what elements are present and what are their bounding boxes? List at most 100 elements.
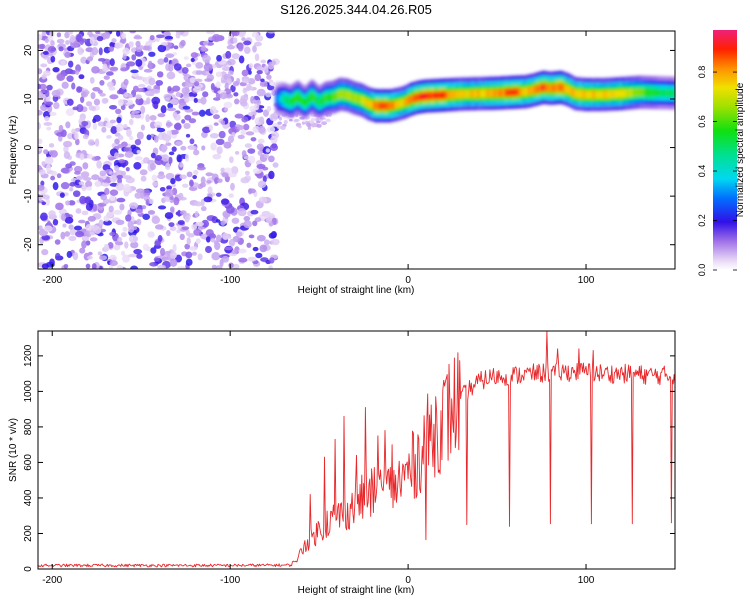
ridge-cell xyxy=(353,94,357,102)
noise-blob xyxy=(140,105,146,114)
noise-blob xyxy=(38,121,41,130)
noise-blob xyxy=(41,201,47,206)
ridge-cell xyxy=(346,91,350,99)
noise-blob xyxy=(241,69,249,77)
noise-blob xyxy=(165,162,171,171)
ridge-cell xyxy=(511,88,515,97)
noise-blob xyxy=(243,220,252,229)
noise-blob xyxy=(65,121,71,129)
noise-blob xyxy=(114,152,119,159)
ridge-cell xyxy=(284,95,287,104)
noise-blob xyxy=(87,31,93,36)
noise-blob xyxy=(80,171,90,178)
noise-blob xyxy=(117,177,123,185)
ridge-cell xyxy=(474,89,478,98)
noise-blob xyxy=(256,70,263,75)
noise-blob xyxy=(237,43,244,52)
noise-blob xyxy=(38,194,43,201)
ridge-cell xyxy=(412,94,415,103)
noise-blob xyxy=(82,176,92,181)
y-tick-label: -20 xyxy=(23,237,34,252)
noise-blob xyxy=(183,122,191,129)
noise-blob xyxy=(97,89,103,94)
noise-blob xyxy=(265,148,271,153)
noise-blob xyxy=(38,138,43,145)
noise-blob xyxy=(46,163,51,173)
noise-blob xyxy=(125,101,134,106)
colorbar-tick-label: 0.6 xyxy=(697,115,707,128)
noise-blob xyxy=(157,173,166,180)
noise-blob xyxy=(148,51,156,57)
noise-blob xyxy=(200,176,206,185)
noise-blob xyxy=(241,150,247,158)
noise-blob xyxy=(142,243,149,251)
ridge-cell xyxy=(307,95,310,104)
noise-blob xyxy=(131,110,140,114)
ridge-cell xyxy=(440,91,444,100)
ridge-cell xyxy=(600,90,604,99)
ridge-cell xyxy=(463,90,467,98)
noise-blob xyxy=(250,137,257,142)
noise-blob xyxy=(99,170,107,177)
noise-blob xyxy=(41,263,49,269)
noise-blob xyxy=(182,105,191,110)
noise-blob xyxy=(217,178,223,183)
noise-blob xyxy=(63,145,69,153)
ridge-cell xyxy=(561,84,565,92)
y-tick-label: 10 xyxy=(23,93,34,105)
noise-blob xyxy=(85,263,91,269)
ridge-cell xyxy=(488,89,492,98)
noise-blob xyxy=(93,98,101,106)
noise-blob xyxy=(157,58,165,65)
noise-blob xyxy=(195,61,204,69)
ridge-cell xyxy=(485,89,488,98)
noise-blob xyxy=(103,75,110,80)
ridge-cell xyxy=(567,85,570,94)
noise-blob xyxy=(125,214,132,222)
noise-blob xyxy=(75,138,80,146)
ridge-cell xyxy=(303,99,307,107)
ridge-cell xyxy=(385,101,389,110)
noise-blob xyxy=(189,179,194,187)
noise-blob xyxy=(75,70,80,75)
ridge-cell xyxy=(609,90,613,99)
ridge-cell xyxy=(588,90,591,99)
x-tick-label: 0 xyxy=(405,275,411,286)
noise-blob xyxy=(101,182,110,187)
noise-blob xyxy=(120,170,127,177)
noise-blob xyxy=(255,35,264,42)
noise-blob xyxy=(268,155,275,163)
noise-blob xyxy=(266,74,272,80)
noise-blob xyxy=(74,170,81,175)
noise-blob xyxy=(316,123,322,128)
noise-blob xyxy=(268,170,275,180)
noise-blob xyxy=(226,44,235,50)
ridge-cell xyxy=(492,89,495,98)
noise-blob xyxy=(321,121,327,126)
noise-blob xyxy=(133,35,143,40)
noise-blob xyxy=(238,55,245,64)
ridge-cell xyxy=(383,101,387,110)
noise-blob xyxy=(189,138,195,145)
noise-blob xyxy=(263,153,269,159)
noise-blob xyxy=(211,33,221,43)
noise-blob xyxy=(86,56,93,62)
noise-blob xyxy=(224,212,229,220)
noise-blob xyxy=(135,40,141,48)
noise-blob xyxy=(72,190,81,198)
noise-blob xyxy=(116,116,122,124)
noise-blob xyxy=(223,101,233,108)
ridge-cell xyxy=(369,100,373,109)
noise-blob xyxy=(109,94,119,100)
noise-blob xyxy=(259,244,268,253)
noise-blob xyxy=(220,79,227,84)
noise-blob xyxy=(228,156,234,164)
noise-blob xyxy=(159,186,166,192)
noise-blob xyxy=(173,45,179,50)
ridge-cell xyxy=(437,91,440,100)
noise-blob xyxy=(163,57,169,63)
noise-blob xyxy=(79,247,86,254)
ridge-cell xyxy=(342,90,346,99)
noise-blob xyxy=(62,223,67,228)
